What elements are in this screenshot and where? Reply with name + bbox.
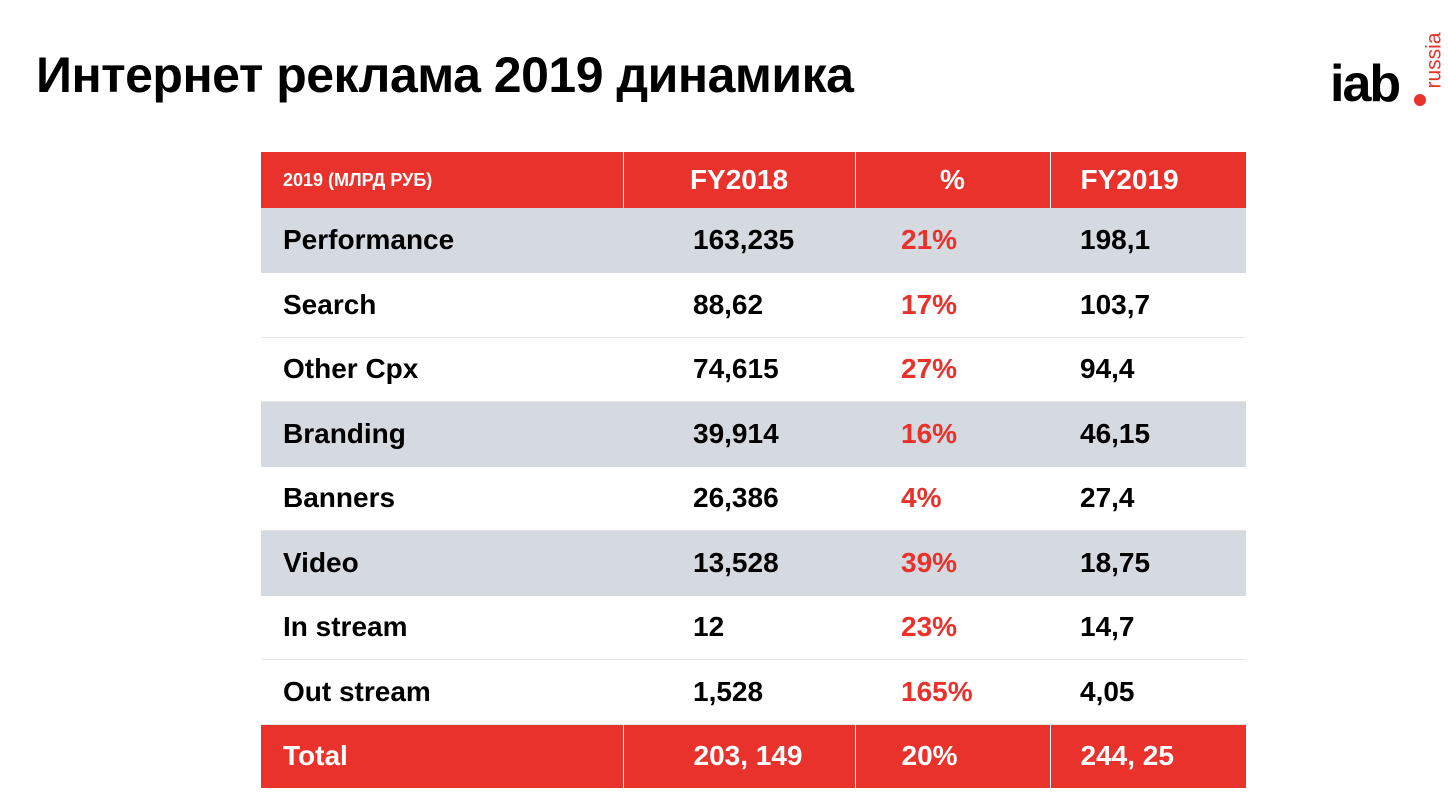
row-fy2018: 74,615	[623, 337, 855, 402]
total-percent: 20%	[855, 724, 1051, 788]
row-percent: 21%	[855, 208, 1050, 273]
row-label: Search	[261, 272, 623, 338]
row-percent: 23%	[855, 595, 1050, 660]
table-header-row: 2019 (МЛРД РУБ) FY2018 % FY2019	[261, 152, 1246, 208]
header-fy2018: FY2018	[623, 152, 856, 208]
row-label: Banners	[261, 466, 623, 531]
row-label: In stream	[261, 595, 623, 660]
row-fy2019: 94,4	[1050, 337, 1246, 402]
logo-russia-text: russia	[1422, 32, 1446, 89]
table-row: Search 88,62 17% 103,7	[261, 272, 1246, 338]
row-label: Branding	[261, 401, 623, 467]
row-fy2018: 1,528	[623, 659, 855, 725]
table-row: In stream 12 23% 14,7	[261, 595, 1246, 660]
row-fy2018: 26,386	[623, 466, 855, 531]
row-fy2019: 198,1	[1050, 208, 1246, 273]
row-fy2019: 18,75	[1050, 530, 1246, 596]
row-label: Out stream	[261, 659, 623, 725]
row-fy2019: 27,4	[1050, 466, 1246, 531]
row-percent: 39%	[855, 530, 1050, 596]
row-fy2019: 14,7	[1050, 595, 1246, 660]
header-fy2019: FY2019	[1080, 164, 1179, 195]
row-percent: 165%	[855, 659, 1050, 725]
header-category: 2019 (МЛРД РУБ)	[261, 152, 624, 208]
ad-market-table: 2019 (МЛРД РУБ) FY2018 % FY2019 Performa…	[261, 152, 1246, 788]
table-row: Performance 163,235 21% 198,1	[261, 208, 1246, 273]
row-fy2018: 88,62	[623, 272, 855, 338]
row-percent: 16%	[855, 401, 1050, 467]
row-fy2018: 12	[623, 595, 855, 660]
total-fy2018: 203, 149	[623, 724, 856, 788]
total-fy2019: 244, 25	[1080, 740, 1174, 772]
table-row: Banners 26,386 4% 27,4	[261, 466, 1246, 531]
row-fy2019: 4,05	[1050, 659, 1246, 725]
row-label: Video	[261, 530, 623, 596]
header-percent: %	[855, 152, 1051, 208]
row-fy2018: 13,528	[623, 530, 855, 596]
row-fy2019: 46,15	[1050, 401, 1246, 467]
table-row: Out stream 1,528 165% 4,05	[261, 659, 1246, 725]
row-label: Other Cpx	[261, 337, 623, 402]
row-percent: 4%	[855, 466, 1050, 531]
row-percent: 17%	[855, 272, 1050, 338]
logo-dot	[1414, 94, 1426, 106]
table-row: Video 13,528 39% 18,75	[261, 530, 1246, 596]
total-label: Total	[261, 724, 624, 788]
row-fy2018: 39,914	[623, 401, 855, 467]
table-total-row: Total 203, 149 20% 244, 25	[261, 724, 1246, 788]
row-fy2018: 163,235	[623, 208, 855, 273]
table-row: Other Cpx 74,615 27% 94,4	[261, 337, 1246, 402]
table-row: Branding 39,914 16% 46,15	[261, 401, 1246, 467]
iab-russia-logo: iab russia	[1330, 24, 1446, 114]
row-label: Performance	[261, 208, 623, 273]
logo-iab-text: iab	[1330, 55, 1401, 113]
row-percent: 27%	[855, 337, 1050, 402]
page-title: Интернет реклама 2019 динамика	[36, 47, 854, 103]
row-fy2019: 103,7	[1050, 272, 1246, 338]
